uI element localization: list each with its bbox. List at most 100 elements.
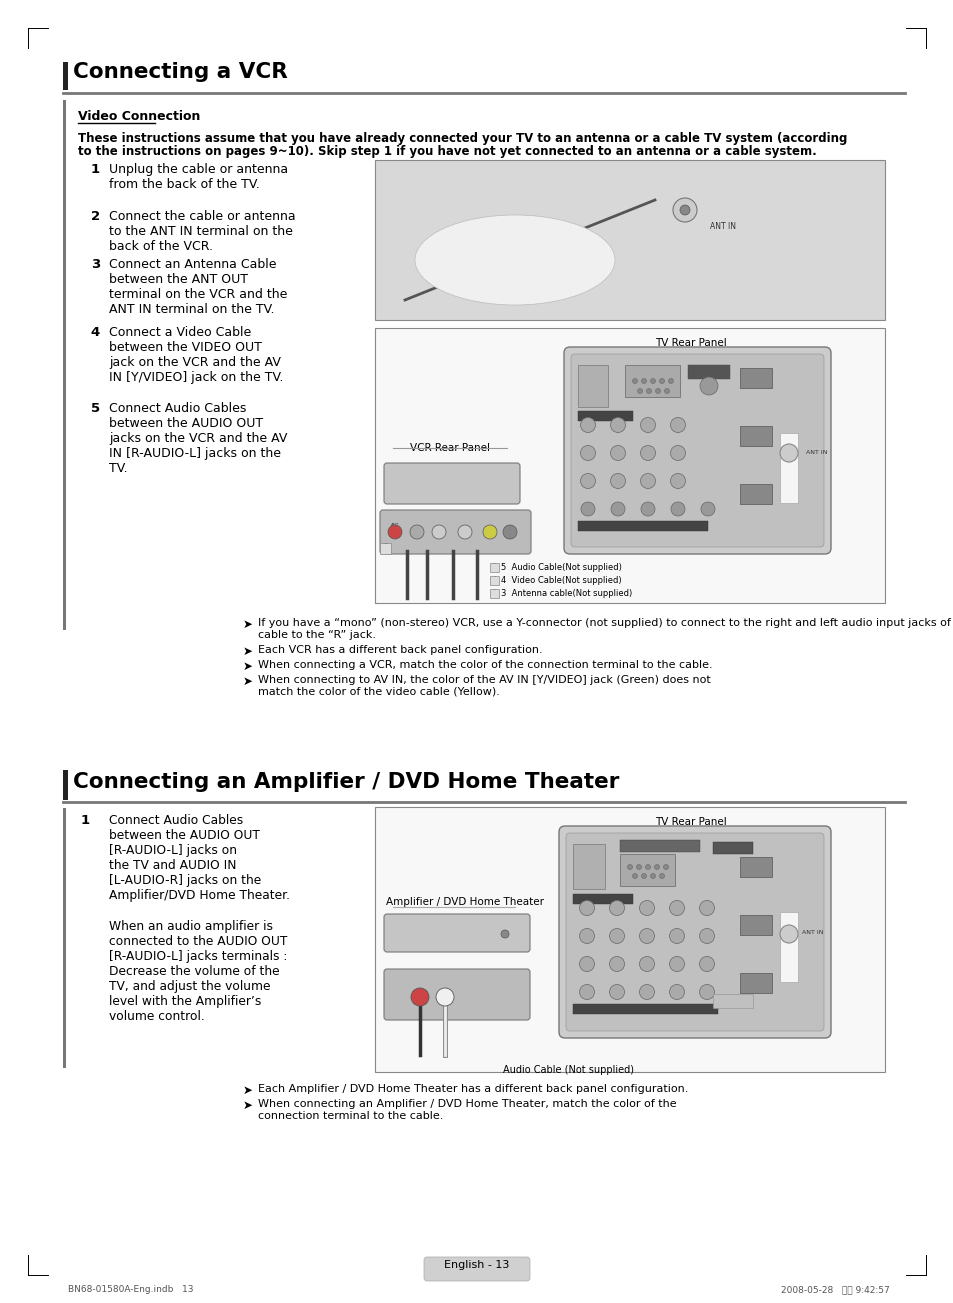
Circle shape — [659, 873, 664, 878]
FancyBboxPatch shape — [423, 1257, 530, 1281]
Circle shape — [668, 378, 673, 383]
Text: These instructions assume that you have already connected your TV to an antenna : These instructions assume that you have … — [78, 132, 846, 145]
Circle shape — [650, 378, 655, 383]
Circle shape — [388, 525, 401, 539]
Text: Connecting an Amplifier / DVD Home Theater: Connecting an Amplifier / DVD Home Theat… — [73, 771, 618, 792]
Text: TV Rear Panel: TV Rear Panel — [655, 817, 726, 827]
Bar — [712, 842, 752, 853]
Circle shape — [655, 388, 659, 394]
Circle shape — [632, 873, 637, 878]
Circle shape — [645, 864, 650, 869]
Text: Amplifier / DVD Home Theater: Amplifier / DVD Home Theater — [386, 896, 543, 907]
Circle shape — [579, 446, 595, 460]
Text: COMPONENT IN: COMPONENT IN — [628, 1005, 660, 1009]
Text: ANT IN: ANT IN — [709, 222, 735, 231]
Circle shape — [640, 378, 646, 383]
FancyBboxPatch shape — [384, 463, 519, 504]
Circle shape — [410, 525, 423, 539]
Circle shape — [646, 388, 651, 394]
Circle shape — [699, 929, 714, 943]
Circle shape — [436, 988, 454, 1006]
Circle shape — [700, 377, 718, 395]
Bar — [740, 426, 771, 446]
Bar — [63, 63, 68, 90]
Circle shape — [609, 956, 624, 972]
Text: Each Amplifier / DVD Home Theater has a different back panel configuration.: Each Amplifier / DVD Home Theater has a … — [257, 1084, 688, 1095]
Text: English - 13: English - 13 — [444, 1260, 509, 1270]
Circle shape — [699, 985, 714, 999]
Bar — [490, 576, 498, 585]
Text: ➤: ➤ — [243, 1098, 253, 1111]
Circle shape — [670, 502, 684, 516]
Text: TV Rear Panel: TV Rear Panel — [655, 337, 726, 348]
Circle shape — [639, 956, 654, 972]
Circle shape — [502, 525, 517, 539]
Circle shape — [432, 525, 446, 539]
Circle shape — [578, 900, 594, 916]
Circle shape — [699, 900, 714, 916]
Bar — [578, 410, 633, 421]
Text: Connect Audio Cables
between the AUDIO OUT
jacks on the VCR and the AV
IN [R-AUD: Connect Audio Cables between the AUDIO O… — [109, 403, 287, 476]
Bar — [63, 100, 66, 629]
Circle shape — [639, 929, 654, 943]
Circle shape — [780, 444, 797, 463]
Text: Video Connection: Video Connection — [78, 109, 200, 122]
Circle shape — [482, 525, 497, 539]
Bar — [63, 808, 66, 1068]
Circle shape — [699, 956, 714, 972]
Circle shape — [640, 502, 655, 516]
FancyBboxPatch shape — [379, 509, 531, 554]
Text: VCR Rear Panel: VCR Rear Panel — [410, 443, 490, 453]
Bar — [624, 365, 679, 397]
FancyBboxPatch shape — [571, 354, 823, 547]
Text: When an audio amplifier is
connected to the AUDIO OUT
[R-AUDIO-L] jacks terminal: When an audio amplifier is connected to … — [109, 920, 287, 1023]
Text: When connecting to AV IN, the color of the AV IN [Y/VIDEO] jack (Green) does not: When connecting to AV IN, the color of t… — [257, 675, 710, 697]
Circle shape — [669, 929, 684, 943]
Bar — [740, 857, 771, 877]
Circle shape — [609, 985, 624, 999]
Circle shape — [639, 446, 655, 460]
Bar — [63, 770, 68, 800]
Text: 5: 5 — [91, 403, 100, 414]
Circle shape — [679, 205, 689, 215]
Text: SERVICE 1: SERVICE 1 — [720, 995, 745, 999]
Bar — [619, 853, 675, 886]
Circle shape — [609, 929, 624, 943]
Circle shape — [700, 502, 714, 516]
Ellipse shape — [415, 215, 615, 305]
Circle shape — [579, 417, 595, 433]
Circle shape — [659, 378, 664, 383]
Text: BN68-01580A-Eng.indb   13: BN68-01580A-Eng.indb 13 — [68, 1285, 193, 1294]
Circle shape — [500, 930, 509, 938]
Bar — [740, 915, 771, 936]
Text: Each VCR has a different back panel configuration.: Each VCR has a different back panel conf… — [257, 645, 542, 655]
Circle shape — [664, 388, 669, 394]
Text: 2: 2 — [91, 210, 100, 223]
Text: ➤: ➤ — [243, 618, 253, 631]
Circle shape — [639, 473, 655, 489]
Circle shape — [580, 502, 595, 516]
Circle shape — [578, 929, 594, 943]
Text: Connect a Video Cable
between the VIDEO OUT
jack on the VCR and the AV
IN [Y/VID: Connect a Video Cable between the VIDEO … — [109, 326, 283, 384]
Bar — [687, 365, 729, 379]
Circle shape — [578, 985, 594, 999]
Circle shape — [640, 873, 646, 878]
Bar — [379, 543, 391, 554]
Bar — [375, 160, 884, 321]
Circle shape — [639, 417, 655, 433]
Circle shape — [411, 988, 429, 1006]
Text: ➤: ➤ — [243, 645, 253, 658]
Circle shape — [610, 473, 625, 489]
Circle shape — [654, 864, 659, 869]
Circle shape — [669, 985, 684, 999]
FancyBboxPatch shape — [563, 347, 830, 554]
Text: When connecting a VCR, match the color of the connection terminal to the cable.: When connecting a VCR, match the color o… — [257, 661, 712, 670]
Bar — [578, 365, 607, 407]
Text: ANT IN: ANT IN — [805, 451, 826, 456]
Text: HDMI IN: HDMI IN — [722, 843, 742, 848]
Text: ANT IN: ANT IN — [801, 929, 822, 934]
Text: 3: 3 — [91, 258, 100, 271]
Text: S-VIDEO: S-VIDEO — [699, 366, 719, 371]
Bar — [619, 840, 700, 852]
Text: 3  Antenna cable(Not supplied): 3 Antenna cable(Not supplied) — [500, 589, 632, 598]
